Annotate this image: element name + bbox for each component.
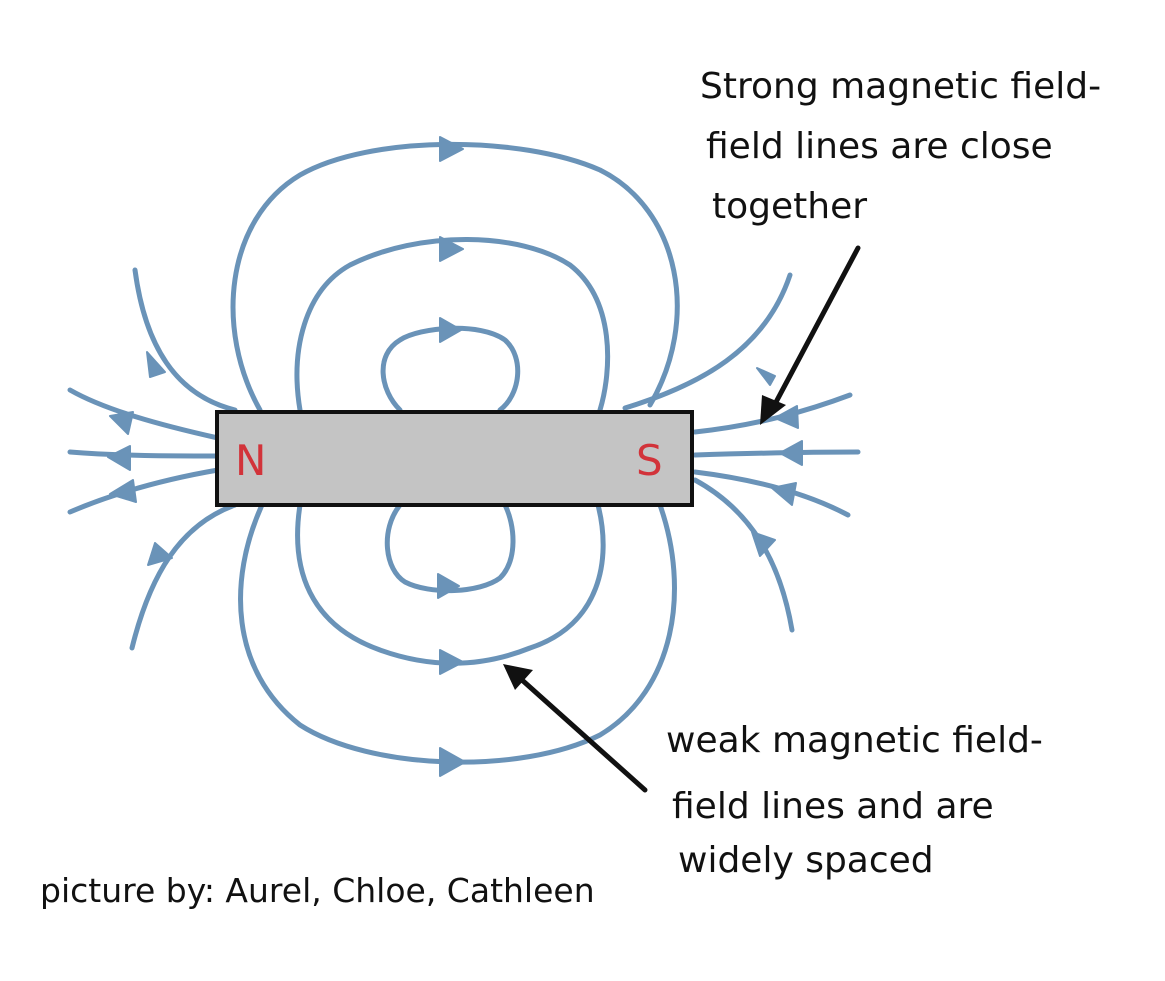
south-pole-label: S <box>636 436 663 485</box>
field-line-left-upper <box>67 387 221 441</box>
arrow-right-upper-far <box>756 367 776 386</box>
strong-pointer-arrowhead <box>760 395 786 425</box>
strong-note-line-1: Strong magnetic field- <box>700 66 1101 107</box>
field-line-left-lower <box>67 467 221 515</box>
weak-note-line-1: weak magnetic field- <box>666 720 1043 761</box>
arrow-top-inner <box>439 317 462 343</box>
strong-field-annotation: Strong magnetic field- field lines are c… <box>700 66 1101 227</box>
arrow-bottom-middle <box>439 649 464 675</box>
weak-pointer-line <box>519 677 648 793</box>
field-line-bottom-outer <box>238 502 677 765</box>
magnet-body <box>215 410 694 507</box>
arrow-left-center <box>107 445 131 471</box>
arrow-right-center <box>779 440 803 466</box>
field-line-top-outer <box>230 141 680 413</box>
field-line-bottom-inner <box>384 502 516 594</box>
credit-line: picture by: Aurel, Chloe, Cathleen <box>40 871 595 910</box>
arrow-right-lower-far <box>751 531 776 557</box>
arrow-bottom-inner <box>437 573 460 599</box>
field-line-right-center <box>692 449 861 458</box>
field-line-right-upper-far <box>622 272 793 411</box>
arrow-right-upper <box>774 405 799 429</box>
field-line-left-upper-far <box>132 267 238 413</box>
arrow-top-outer <box>439 136 464 162</box>
arrow-left-lower-far <box>147 542 173 566</box>
field-line-right-lower-far <box>692 477 795 633</box>
strong-note-line-2: field lines are close <box>706 126 1053 167</box>
arrow-left-upper <box>109 411 134 435</box>
weak-pointer-arrowhead <box>503 664 533 690</box>
north-pole-label: N <box>235 436 266 485</box>
strong-note-line-3: together <box>712 186 867 227</box>
arrow-left-lower <box>109 479 137 503</box>
weak-note-line-2: field lines and are <box>672 786 994 827</box>
strong-pointer-line <box>772 245 861 407</box>
field-line-top-middle <box>294 237 611 413</box>
bar-magnet: N S <box>215 410 694 507</box>
arrow-bottom-outer <box>439 747 466 777</box>
arrow-top-middle <box>439 236 464 262</box>
arrow-left-upper-far <box>146 351 166 378</box>
weak-field-annotation: weak magnetic field- field lines and are… <box>666 720 1043 881</box>
arrow-right-lower <box>771 482 797 506</box>
field-line-left-center <box>67 449 221 459</box>
field-line-left-lower-far <box>129 502 238 651</box>
weak-note-line-3: widely spaced <box>678 840 934 881</box>
field-line-top-inner <box>380 325 521 413</box>
